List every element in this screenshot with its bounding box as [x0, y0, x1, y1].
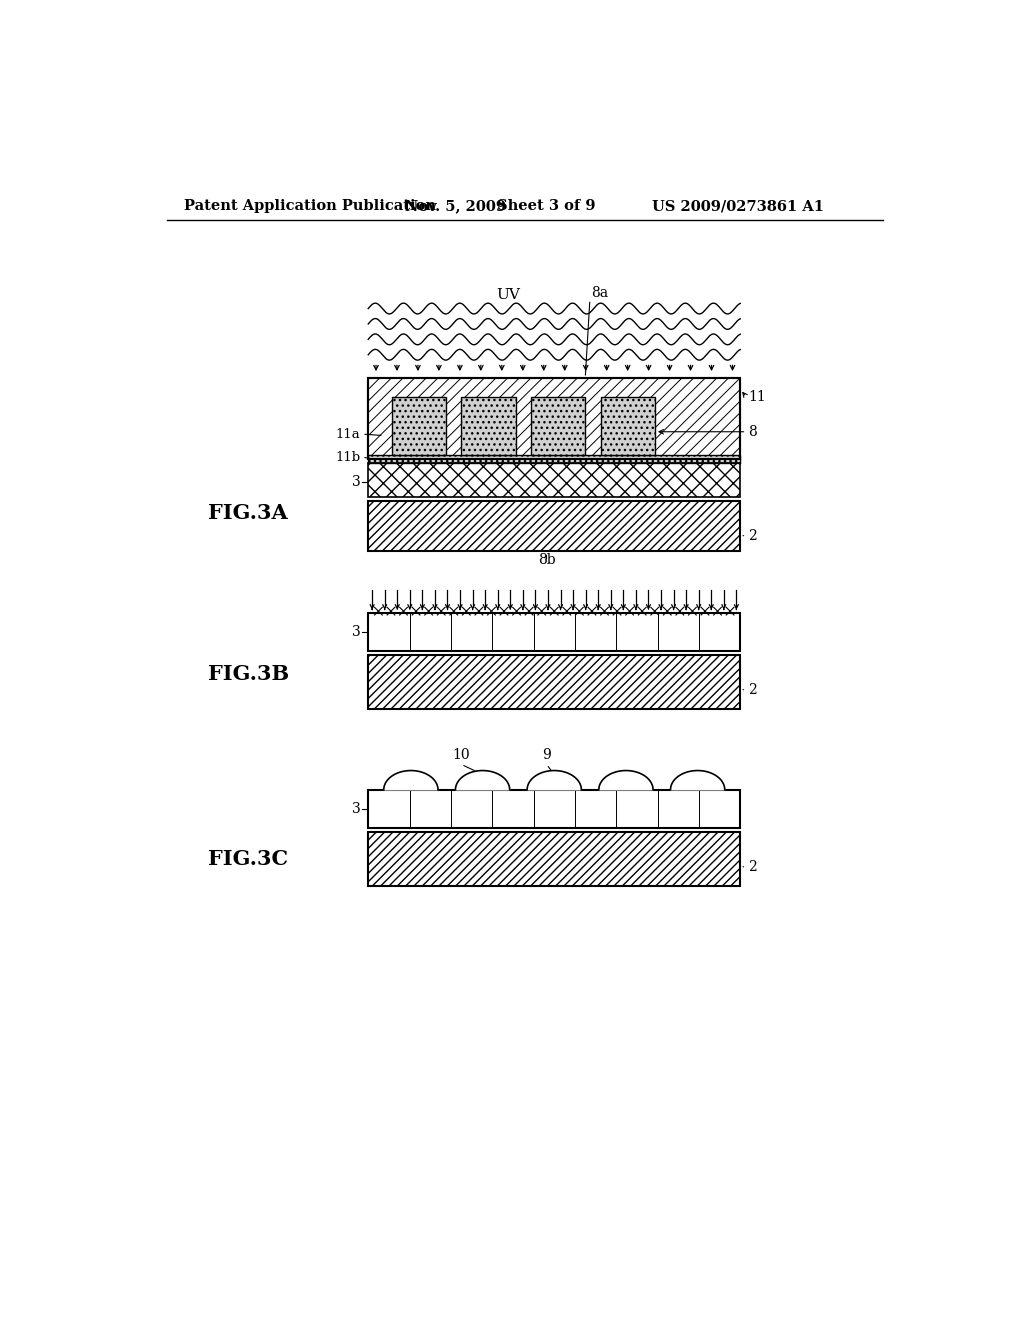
- Bar: [369, 378, 740, 459]
- Text: 2: 2: [748, 859, 757, 874]
- Text: 8: 8: [748, 425, 757, 438]
- Bar: [410, 789, 451, 829]
- Text: 10: 10: [453, 748, 470, 762]
- Bar: [574, 789, 616, 829]
- Bar: [699, 612, 740, 651]
- Bar: [369, 655, 740, 709]
- Text: 11: 11: [748, 391, 766, 404]
- Text: 2: 2: [748, 682, 757, 697]
- Text: FIG.3C: FIG.3C: [208, 849, 288, 869]
- Bar: [531, 397, 586, 455]
- Text: Sheet 3 of 9: Sheet 3 of 9: [497, 199, 595, 213]
- Bar: [369, 462, 740, 498]
- Bar: [451, 789, 493, 829]
- Bar: [391, 397, 445, 455]
- Bar: [531, 397, 586, 455]
- Text: 8b: 8b: [538, 553, 555, 568]
- Bar: [369, 612, 410, 651]
- Bar: [657, 612, 699, 651]
- Bar: [657, 789, 699, 829]
- Text: 2: 2: [748, 529, 757, 543]
- Bar: [461, 397, 515, 455]
- Text: 9: 9: [542, 748, 551, 762]
- Bar: [369, 378, 740, 459]
- Bar: [369, 789, 410, 829]
- Text: Patent Application Publication: Patent Application Publication: [183, 199, 436, 213]
- Bar: [699, 789, 740, 829]
- Bar: [601, 397, 655, 455]
- Bar: [369, 832, 740, 886]
- Text: 3: 3: [352, 624, 360, 639]
- Bar: [451, 612, 493, 651]
- Text: 3: 3: [352, 803, 360, 816]
- Text: UV: UV: [496, 289, 520, 302]
- Bar: [574, 612, 616, 651]
- Text: 11b: 11b: [336, 450, 360, 463]
- Bar: [493, 789, 534, 829]
- Polygon shape: [599, 771, 653, 789]
- Polygon shape: [671, 771, 725, 789]
- Bar: [616, 612, 657, 651]
- Bar: [369, 455, 740, 462]
- Bar: [369, 502, 740, 552]
- Text: US 2009/0273861 A1: US 2009/0273861 A1: [652, 199, 824, 213]
- Polygon shape: [527, 771, 582, 789]
- Bar: [493, 612, 534, 651]
- Bar: [616, 789, 657, 829]
- Bar: [369, 789, 740, 829]
- Text: 11a: 11a: [336, 428, 360, 441]
- Text: 3: 3: [352, 475, 360, 488]
- Bar: [461, 397, 515, 455]
- Bar: [391, 397, 445, 455]
- Bar: [369, 612, 740, 651]
- Bar: [410, 612, 451, 651]
- Polygon shape: [384, 771, 438, 789]
- Bar: [534, 612, 574, 651]
- Text: FIG.3B: FIG.3B: [208, 664, 289, 684]
- Text: 8a: 8a: [592, 286, 608, 300]
- Bar: [601, 397, 655, 455]
- Bar: [534, 789, 574, 829]
- Text: Nov. 5, 2009: Nov. 5, 2009: [406, 199, 507, 213]
- Text: FIG.3A: FIG.3A: [208, 503, 288, 523]
- Polygon shape: [456, 771, 510, 789]
